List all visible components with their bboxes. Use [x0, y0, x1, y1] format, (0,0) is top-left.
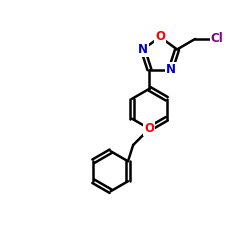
Text: N: N — [138, 43, 148, 56]
Text: N: N — [166, 63, 175, 76]
Text: Cl: Cl — [210, 32, 223, 46]
Text: O: O — [144, 122, 154, 135]
Text: O: O — [155, 30, 165, 44]
